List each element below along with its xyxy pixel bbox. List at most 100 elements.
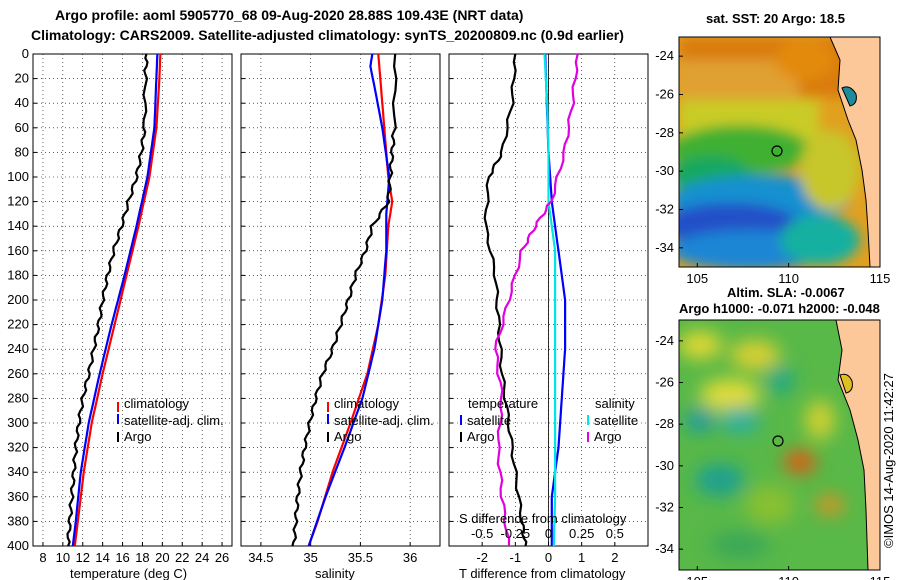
s-tick-label: 0.25 [569,526,594,541]
map-y-tick-label: -26 [655,375,674,390]
depth-tick-label: 360 [7,489,29,504]
map-x-tick-label: 110 [778,271,799,286]
title-line-2: Climatology: CARS2009. Satellite-adjuste… [31,27,624,43]
depth-tick-label: 80 [15,144,29,159]
x-tick-label: 8 [39,550,46,565]
legend-climatology-label: climatology [334,396,400,411]
legend-argo-label: Argo [124,429,151,444]
imos-stamp: ©IMOS 14-Aug-2020 11:42:27 [881,373,896,548]
map-y-tick-label: -32 [655,500,674,515]
depth-tick-label: 340 [7,464,29,479]
s-tick-label: -0.25 [501,526,531,541]
depth-tick-label: 60 [15,120,29,135]
legend-s-satellite-label: satellite [594,413,638,428]
map-y-tick-label: -30 [655,458,674,473]
x-tick-label: 0 [545,550,552,565]
s-tick-label: -0.5 [471,526,493,541]
legend-salinity-title: salinity [595,396,635,411]
salinity-xlabel: salinity [315,566,355,580]
map-y-tick-label: -30 [655,163,674,178]
map-x-tick-label: 115 [870,574,891,580]
series-line-climatology [73,53,162,547]
x-tick-label: 22 [175,550,189,565]
legend-climatology-label: climatology [124,396,190,411]
legend-satellite-label: satellite-adj. clim. [334,413,434,428]
depth-tick-label: 160 [7,243,29,258]
series-line-t-argo [483,53,528,547]
x-tick-label: 16 [115,550,129,565]
map-x-tick-label: 115 [870,271,891,286]
map-x-tick-label: 105 [686,574,708,580]
depth-tick-label: 120 [7,194,29,209]
x-tick-label: 18 [135,550,149,565]
x-tick-label: -1 [510,550,522,565]
sla-map-field [679,320,880,570]
map-y-tick-label: -26 [655,87,674,102]
difference-panel: -2 -1 0 1 2 T difference from climatology S … [448,53,649,580]
difference-legend: temperature salinity satellite Argo sate… [460,396,638,444]
map-x-tick-label: 105 [686,271,708,286]
temperature-grid [33,53,232,547]
salinity-panel: 34.5 35 35.5 36 salinity climatology satell… [240,53,441,580]
x-tick-label: 35.5 [348,550,373,565]
sla-map: Altim. SLA: -0.0067 Argo h1000: -0.071 h… [655,285,890,580]
depth-tick-label: 300 [7,415,29,430]
depth-tick-label: 20 [15,71,29,86]
x-tick-label: 20 [155,550,169,565]
sla-map-frame [678,319,881,571]
x-tick-label: 14 [95,550,109,565]
sst-map: sat. SST: 20 Argo: 18.5 105 110 115 -24 -26 -… [655,11,890,286]
series-line-argo [66,53,149,547]
depth-tick-label: 140 [7,218,29,233]
difference-xlabel: T difference from climatology [459,566,626,580]
x-tick-label: 35 [303,550,317,565]
temperature-lines [66,53,162,547]
temperature-xlabel: temperature (deg C) [70,566,187,580]
x-tick-label: 2 [611,550,618,565]
depth-tick-label: 380 [7,513,29,528]
depth-tick-label: 240 [7,341,29,356]
map-y-tick-label: -24 [655,48,674,63]
salinity-legend: climatology satellite-adj. clim. Argo [327,396,434,444]
map-y-tick-label: -34 [655,240,674,255]
s-tick-label: 0.5 [606,526,624,541]
x-tick-label: 36 [403,550,417,565]
map-y-tick-label: -24 [655,333,674,348]
map-y-tick-label: -34 [655,541,674,556]
salinity-panel-frame [240,53,441,547]
series-line-satellite-adj-clim- [307,53,391,547]
legend-t-satellite-label: satellite [467,413,511,428]
temperature-panel-frame [32,53,233,547]
depth-tick-label: 100 [7,169,29,184]
depth-tick-label: 200 [7,292,29,307]
depth-tick-label: 40 [15,95,29,110]
x-tick-label: 12 [76,550,90,565]
sst-map-field [679,37,880,267]
x-tick-label: 1 [578,550,585,565]
map-y-tick-label: -28 [655,125,674,140]
depth-tick-label: 180 [7,267,29,282]
sst-map-frame [678,36,881,268]
depth-tick-label: 400 [7,538,29,553]
temperature-panel: 8 10 12 14 16 18 20 22 24 26 temperature (deg C) … [32,53,233,580]
sst-map-ticks: 105 110 115 -24 -26 -28 -30 -32 -34 [655,48,890,286]
x-tick-label: 34.5 [248,550,273,565]
temperature-tick-labels: 8 10 12 14 16 18 20 22 24 26 [39,550,229,565]
sst-map-title: sat. SST: 20 Argo: 18.5 [706,11,845,26]
series-line-satellite-adj-clim- [71,53,159,547]
s-tick-label: 0 [545,526,552,541]
x-tick-label: 26 [215,550,229,565]
sst-float-marker [771,145,783,157]
series-line-s-satellite [543,53,557,547]
sla-float-marker [772,435,784,447]
legend-satellite-label: satellite-adj. clim. [124,413,224,428]
depth-tick-label: 280 [7,390,29,405]
series-line-argo [291,53,398,547]
map-y-tick-label: -32 [655,202,674,217]
x-tick-label: -2 [476,550,488,565]
temperature-legend: climatology satellite-adj. clim. Argo [117,396,224,444]
depth-axis-labels: 0 20 40 60 80 100 120 140 160 180 200 220 240 260 280 3… [7,46,29,553]
salinity-lines [291,53,398,547]
depth-tick-label: 0 [22,46,29,61]
